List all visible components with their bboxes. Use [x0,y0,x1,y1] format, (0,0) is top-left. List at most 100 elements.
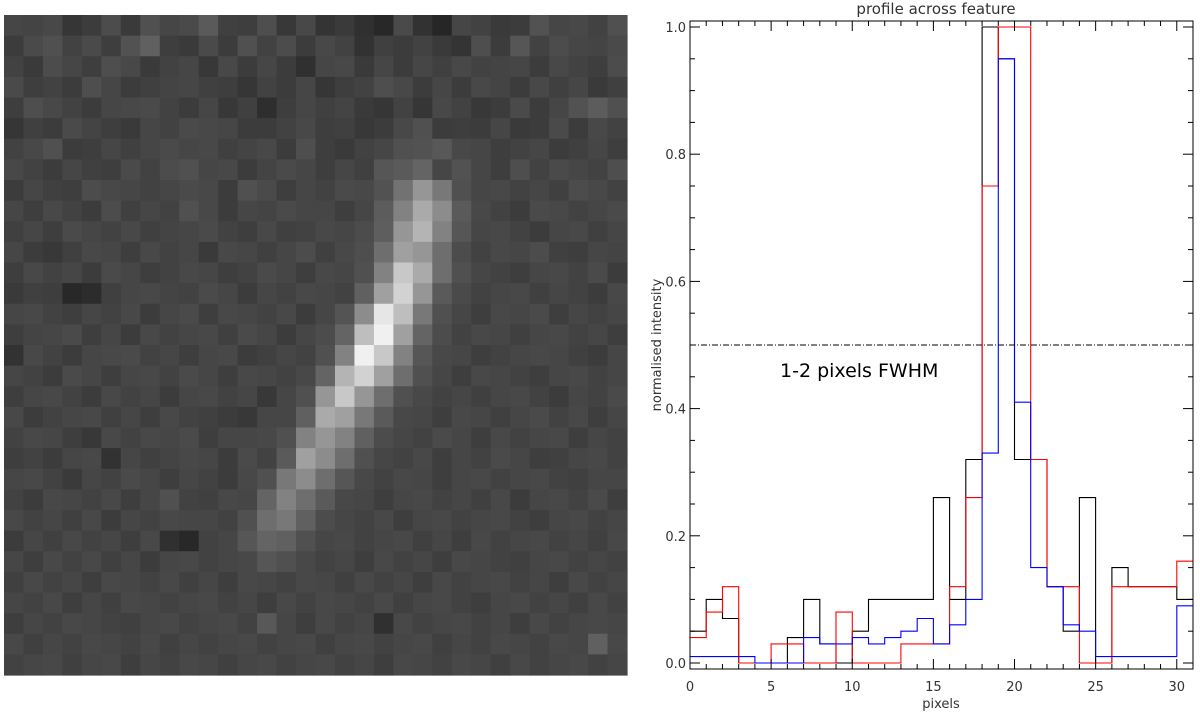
image-pixel [354,283,375,305]
image-pixel [490,571,511,594]
image-pixel [412,468,433,490]
image-pixel [4,56,25,78]
image-pixel [237,76,258,99]
image-pixel [4,324,25,346]
image-pixel [237,56,258,78]
image-pixel [354,180,375,202]
image-pixel [62,613,83,635]
image-pixel [451,427,472,449]
image-pixel [568,386,589,408]
image-pixel [23,138,44,160]
image-pixel [4,118,25,140]
image-pixel [23,15,44,37]
image-pixel [140,489,161,511]
image-pixel [179,345,200,367]
image-pixel [198,654,219,676]
image-pixel [607,200,628,222]
image-pixel [42,633,64,655]
image-pixel [490,15,511,37]
image-pixel [588,241,609,264]
image-pixel [315,406,336,429]
image-pixel [607,15,628,37]
image-pixel [490,386,511,408]
image-pixel [23,97,44,119]
image-pixel [101,633,122,655]
image-pixel [101,406,122,429]
image-pixel [510,468,531,490]
image-pixel [354,159,375,181]
image-pixel [198,448,219,470]
image-pixel [257,448,278,470]
image-pixel [198,241,219,264]
image-pixel [120,386,141,408]
image-pixel [42,613,64,635]
image-pixel [549,159,570,181]
image-pixel [451,138,472,160]
y-tick-label: 0.4 [665,403,686,418]
image-pixel [4,448,25,470]
image-pixel [23,654,44,676]
image-pixel [218,283,239,305]
image-pixel [257,530,278,552]
image-pixel [510,76,531,99]
image-pixel [4,221,25,243]
image-pixel [451,468,472,490]
image-pixel [529,489,550,511]
image-pixel [62,386,83,408]
image-pixel [296,406,317,429]
image-pixel [257,613,278,635]
image-pixel [432,448,453,470]
image-pixel [471,303,492,325]
image-pixel [334,571,356,594]
image-pixel [62,448,83,470]
image-pixel [607,180,628,202]
image-pixel [296,448,317,470]
image-pixel [549,221,570,243]
image-pixel [237,345,258,367]
image-pixel [237,138,258,160]
image-pixel [4,633,25,655]
image-pixel [568,35,589,57]
image-pixel [42,345,64,367]
image-pixel [354,200,375,222]
image-pixel [588,592,609,614]
image-pixel [159,283,180,305]
image-pixel [432,56,453,78]
image-pixel [218,118,239,140]
image-pixel [373,551,394,573]
image-pixel [120,365,141,387]
image-pixel [179,406,200,429]
image-pixel [81,303,102,325]
image-pixel [81,551,102,573]
image-pixel [315,468,336,490]
image-pixel [373,97,394,119]
image-pixel [179,303,200,325]
image-pixel [42,56,64,78]
image-pixel [451,510,472,532]
image-pixel [4,571,25,594]
image-pixel [529,262,550,284]
image-pixel [354,571,375,594]
image-pixel [140,118,161,140]
image-pixel [471,406,492,429]
image-pixel [549,76,570,99]
image-pixel [334,221,356,243]
image-pixel [471,510,492,532]
image-pixel [315,324,336,346]
image-pixel [120,530,141,552]
image-pixel [373,489,394,511]
image-pixel [179,221,200,243]
image-pixel [412,592,433,614]
image-pixel [62,510,83,532]
image-pixel [159,592,180,614]
image-pixel [159,551,180,573]
image-pixel [23,303,44,325]
image-pixel [120,448,141,470]
image-pixel [257,241,278,264]
image-pixel [296,468,317,490]
image-pixel [529,386,550,408]
image-pixel [23,613,44,635]
image-pixel [373,35,394,57]
image-pixel [218,489,239,511]
image-pixel [62,138,83,160]
